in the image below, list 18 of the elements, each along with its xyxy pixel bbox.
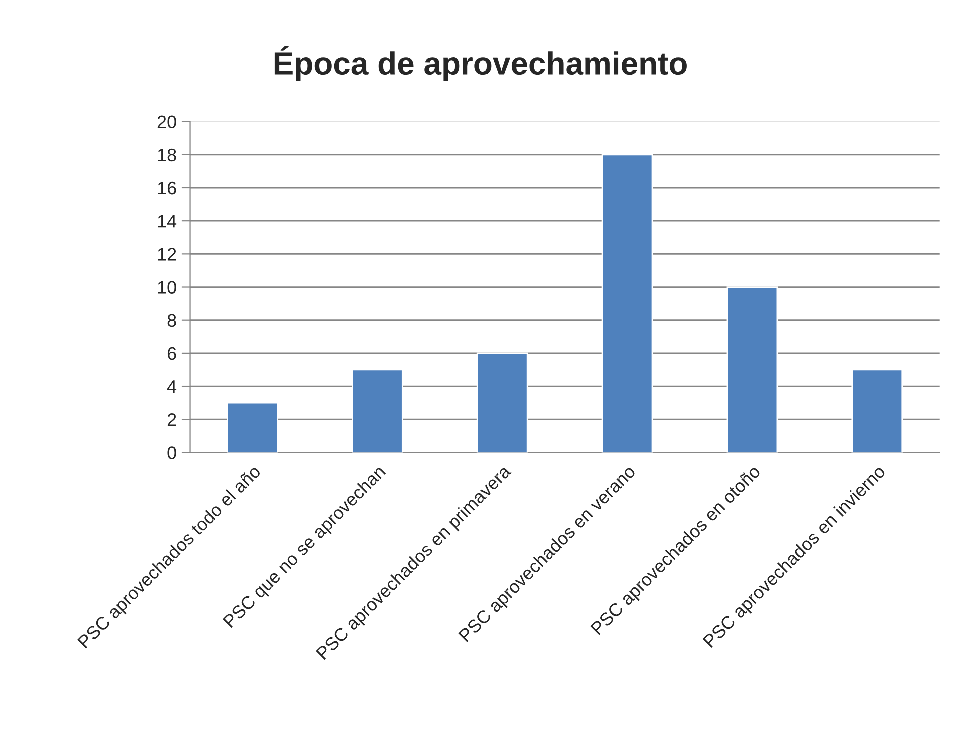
y-tick-label: 12 [158, 248, 176, 261]
bar [852, 369, 904, 453]
bar [726, 286, 778, 453]
y-tick-label: 10 [158, 281, 176, 294]
y-tick-label: 18 [158, 148, 176, 162]
y-tick-label: 2 [168, 414, 176, 426]
bar [476, 352, 528, 453]
y-tick-label: 8 [168, 314, 176, 328]
y-tick-label: 16 [158, 182, 176, 195]
bar [352, 369, 404, 453]
bar [227, 402, 278, 453]
y-tick-label: 20 [158, 116, 176, 129]
bar [602, 154, 654, 453]
y-tick-label: 6 [168, 347, 176, 360]
y-tick-label: 14 [158, 215, 177, 228]
y-tick-label: 4 [167, 380, 177, 394]
y-tick-label: 0 [168, 446, 176, 460]
chart-title: Época de aprovechamiento [274, 46, 687, 82]
